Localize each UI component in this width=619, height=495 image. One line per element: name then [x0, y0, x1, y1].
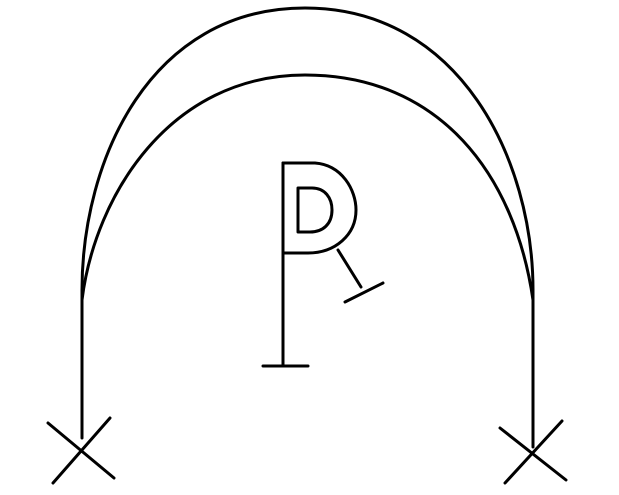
chi-rho-symbol	[261, 161, 385, 368]
outer-arch	[80, 6, 535, 449]
left-x-stroke-b	[51, 416, 112, 485]
symbol-outer-loop	[281, 161, 358, 255]
inner-arch	[80, 73, 535, 302]
right-x-mark	[498, 419, 568, 485]
symbol-tail-crossbar	[343, 281, 385, 304]
right-x-stroke-b	[503, 419, 564, 485]
symbol-inner-d	[296, 186, 334, 234]
symbol-diagonal-tail	[336, 248, 363, 289]
left-x-mark	[46, 416, 116, 485]
